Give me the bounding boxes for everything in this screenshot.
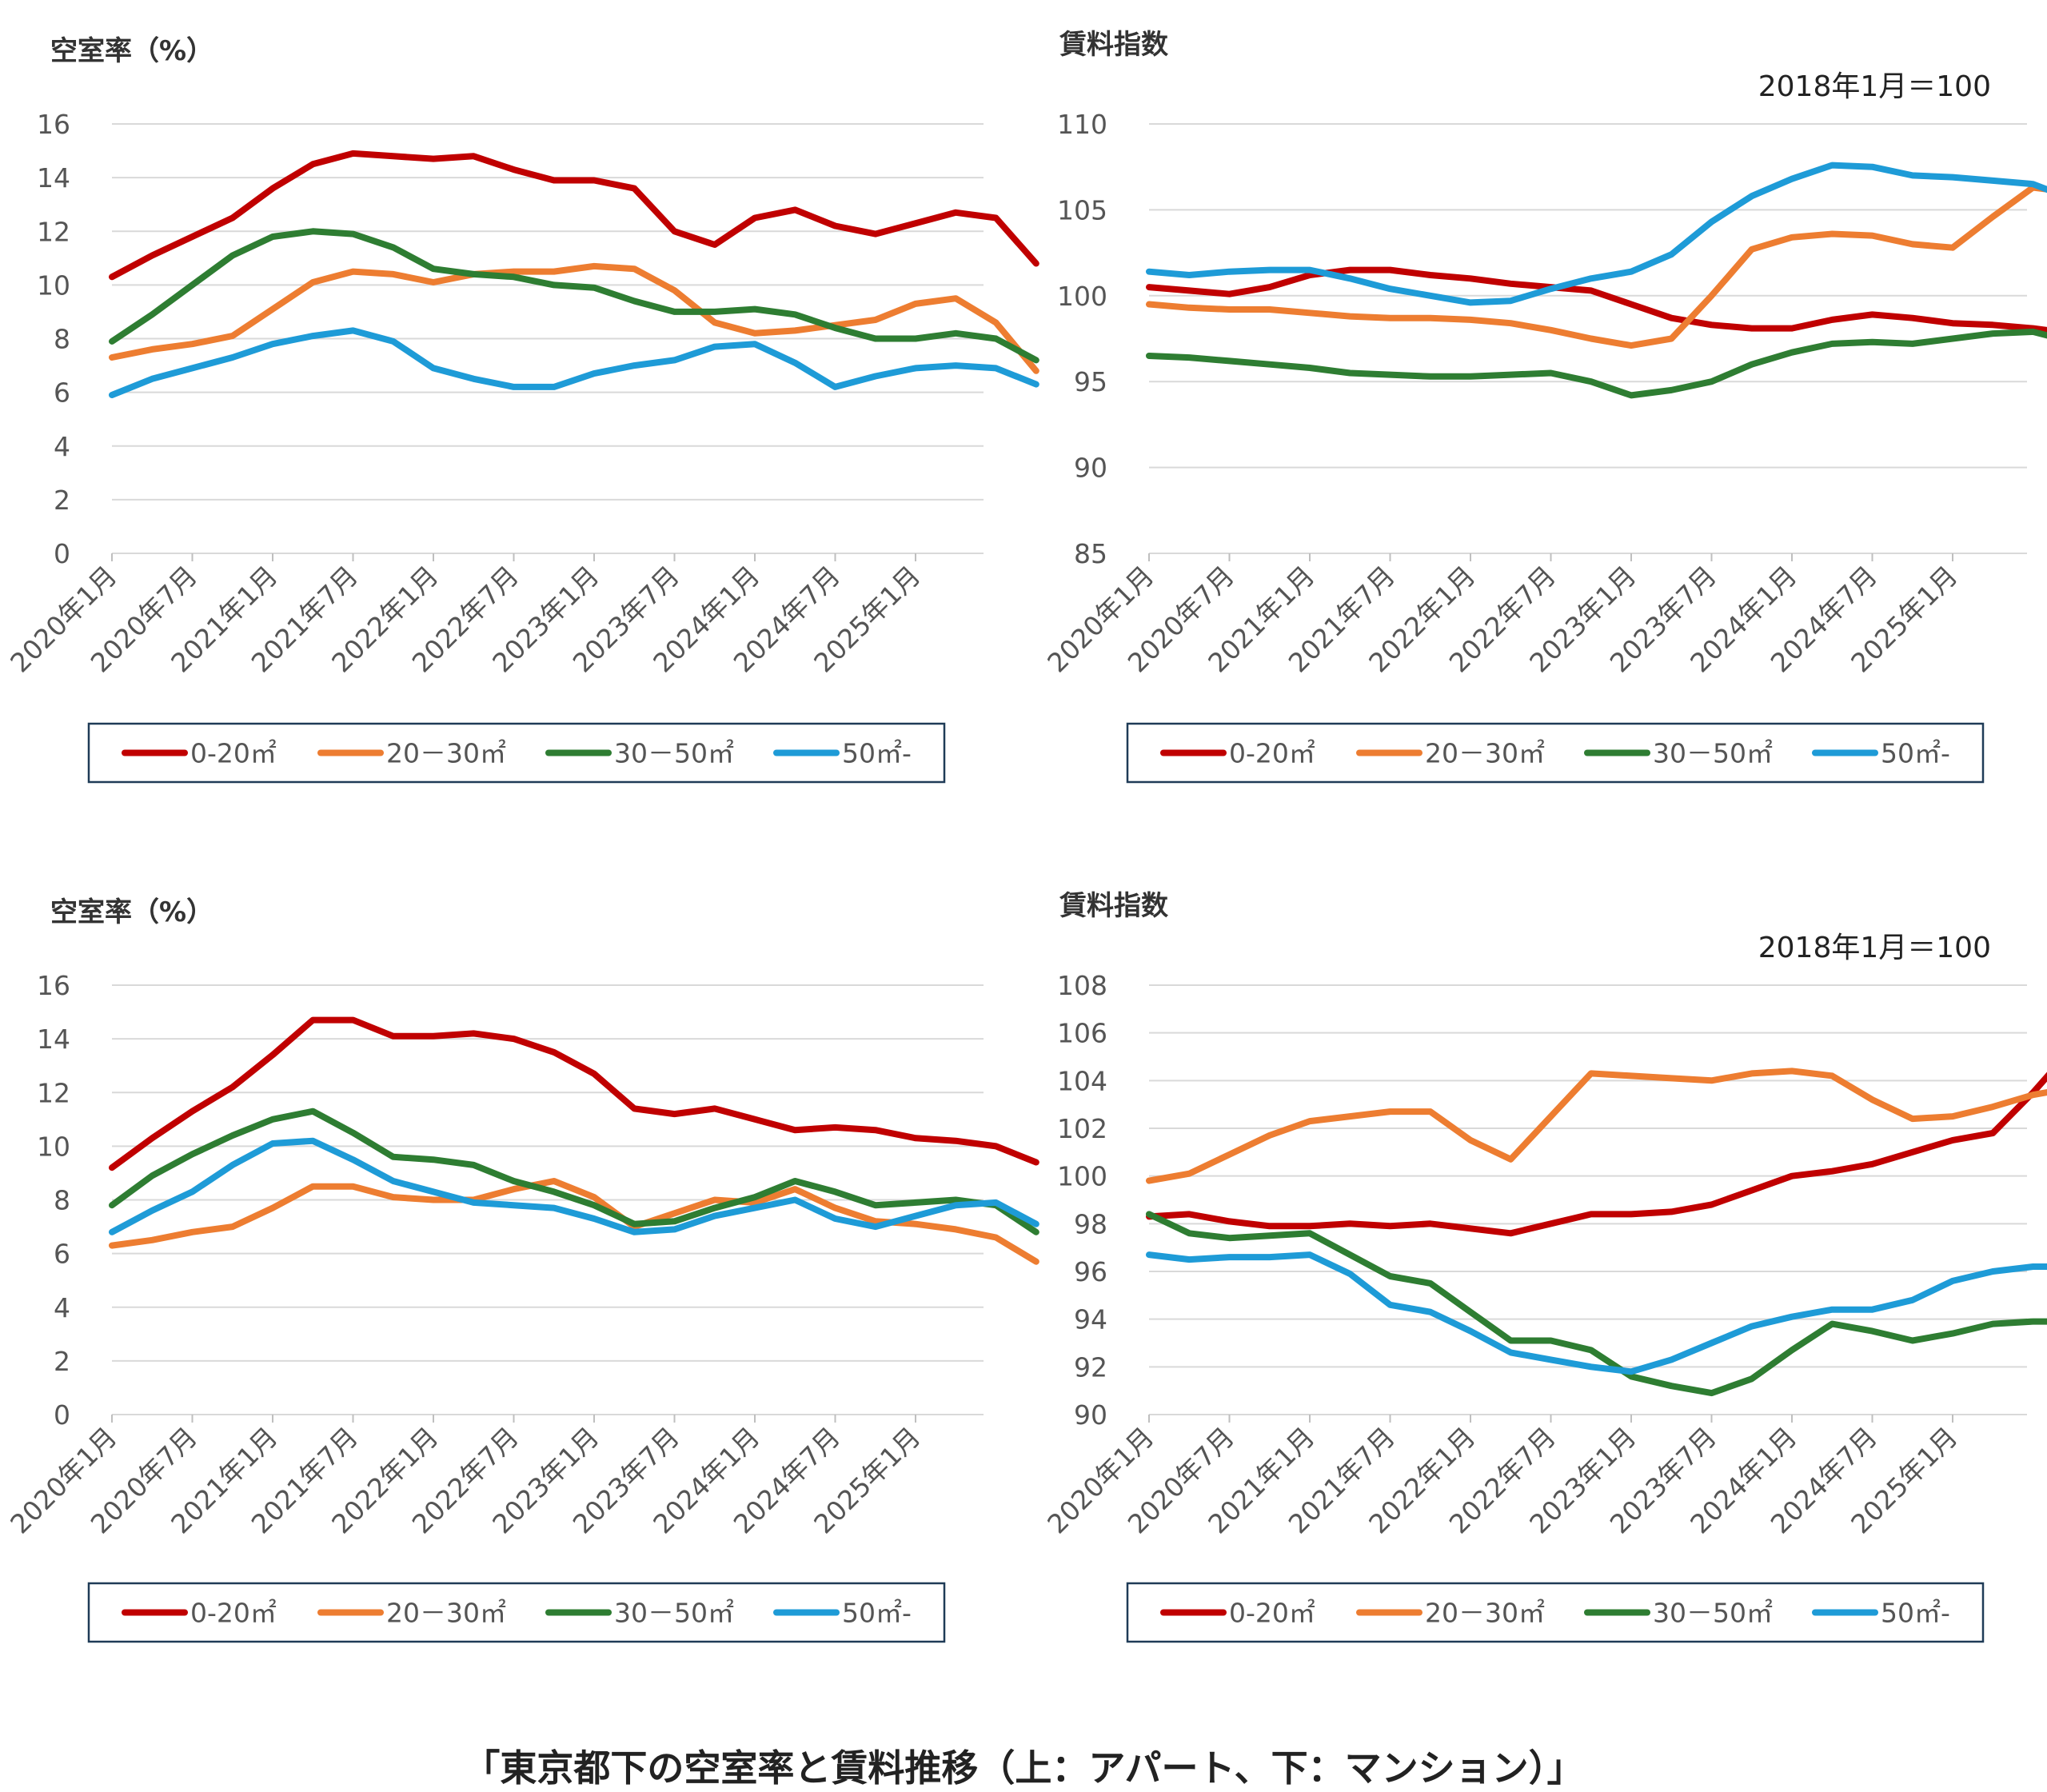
y-tick-label: 4 — [54, 431, 70, 462]
legend-label-30-50: 30－50㎡ — [614, 1598, 734, 1629]
series-line-30-50 — [109, 228, 1039, 364]
y-tick-label: 0 — [54, 1399, 70, 1431]
y-tick-label: 6 — [54, 377, 70, 409]
chart-title: 空室率（%） — [50, 35, 213, 67]
legend-label-50-plus: 50㎡- — [842, 738, 912, 769]
y-tick-label: 6 — [54, 1239, 70, 1270]
y-tick-label: 10 — [37, 269, 70, 301]
y-tick-label: 10 — [37, 1131, 70, 1162]
chart-legend: 0-20㎡ 20－30㎡ 30－50㎡ 50㎡- — [1126, 1582, 1985, 1643]
y-tick-label: 8 — [54, 1185, 70, 1216]
legend-label-0-20: 0-20㎡ — [1229, 738, 1315, 769]
chart-apartment-vacancy: 空室率（%）02468101214162020年1月2020年7月2021年1月… — [4, 35, 1039, 784]
y-tick-label: 100 — [1057, 1161, 1107, 1192]
chart-legend: 0-20㎡ 20－30㎡ 30－50㎡ 50㎡- — [87, 1582, 946, 1643]
legend-label-20-30: 20－30㎡ — [386, 1598, 506, 1629]
y-tick-label: 96 — [1074, 1256, 1107, 1287]
y-tick-label: 90 — [1074, 1399, 1107, 1431]
legend-label-30-50: 30－50㎡ — [1653, 1598, 1773, 1629]
legend-label-50-plus: 50㎡- — [1881, 1598, 1950, 1629]
legend-label-50-plus: 50㎡- — [842, 1598, 912, 1629]
series-line-30-50 — [1146, 328, 2047, 399]
y-tick-label: 0 — [54, 538, 70, 569]
y-tick-label: 2 — [54, 1346, 70, 1377]
y-tick-label: 108 — [1057, 970, 1107, 1001]
y-tick-label: 105 — [1057, 194, 1107, 225]
legend-label-0-20: 0-20㎡ — [190, 1598, 277, 1629]
y-tick-label: 14 — [37, 1024, 70, 1055]
legend-label-0-20: 0-20㎡ — [190, 738, 277, 769]
y-tick-label: 110 — [1057, 109, 1107, 140]
legend-label-50-plus: 50㎡- — [1881, 738, 1950, 769]
chart-legend: 0-20㎡ 20－30㎡ 30－50㎡ 50㎡- — [1126, 722, 1985, 784]
series-line-50-plus — [109, 327, 1039, 398]
y-tick-label: 104 — [1057, 1065, 1107, 1096]
y-tick-label: 12 — [37, 1077, 70, 1108]
chart-subtitle: 2018年1月＝100 — [1758, 70, 1991, 103]
y-tick-label: 94 — [1074, 1304, 1107, 1335]
series-line-0-20 — [1146, 1072, 2047, 1237]
chart-title: 空室率（%） — [50, 896, 213, 928]
series-line-50-plus — [109, 1137, 1039, 1235]
series-line-50-plus — [1146, 162, 2047, 306]
y-tick-label: 12 — [37, 216, 70, 247]
series-line-30-50 — [1146, 1211, 2047, 1397]
y-tick-label: 102 — [1057, 1113, 1107, 1144]
y-tick-label: 8 — [54, 324, 70, 355]
legend-box — [1126, 722, 1985, 784]
y-tick-label: 92 — [1074, 1351, 1107, 1383]
series-line-0-20 — [109, 1016, 1039, 1171]
y-tick-label: 16 — [37, 109, 70, 140]
figure-caption: 「東京都下の空室率と賃料推移（上：アパート、下：マンション）」 — [463, 1746, 1584, 1790]
y-tick-label: 95 — [1074, 366, 1107, 397]
y-tick-label: 2 — [54, 485, 70, 516]
legend-label-20-30: 20－30㎡ — [1425, 1598, 1545, 1629]
legend-label-20-30: 20－30㎡ — [1425, 738, 1545, 769]
chart-legend: 0-20㎡ 20－30㎡ 30－50㎡ 50㎡- — [87, 722, 946, 784]
series-line-50-plus — [1146, 1251, 2047, 1375]
chart-apartment-rent: 賃料指数2018年1月＝1008590951001051102020年1月202… — [1041, 29, 2047, 784]
chart-title: 賃料指数 — [1059, 890, 1168, 922]
chart-mansion-rent: 賃料指数 2018年1月＝100 90 92 94 96 98 100 102 104 106 108… — [1041, 890, 2047, 1643]
legend-label-30-50: 30－50㎡ — [614, 738, 734, 769]
y-tick-label: 100 — [1057, 281, 1107, 312]
chart-mansion-vacancy: 空室率（%）02468101214162020年1月2020年7月2021年1月… — [4, 896, 1039, 1643]
y-tick-label: 4 — [54, 1292, 70, 1323]
legend-label-0-20: 0-20㎡ — [1229, 1598, 1315, 1629]
y-tick-label: 85 — [1074, 538, 1107, 569]
y-tick-label: 16 — [37, 970, 70, 1001]
y-tick-label: 14 — [37, 162, 70, 194]
series-line-20-30 — [1146, 1068, 2047, 1184]
legend-label-30-50: 30－50㎡ — [1653, 738, 1773, 769]
series-line-20-30 — [1146, 184, 2047, 349]
y-tick-label: 90 — [1074, 453, 1107, 484]
chart-title: 賃料指数 — [1059, 29, 1168, 61]
legend-label-20-30: 20－30㎡ — [386, 738, 506, 769]
y-tick-label: 98 — [1074, 1208, 1107, 1239]
series-line-0-20 — [1146, 266, 2047, 333]
series-line-30-50 — [109, 1108, 1039, 1235]
series-line-20-30 — [109, 262, 1039, 374]
series-line-0-20 — [109, 150, 1039, 281]
chart-subtitle: 2018年1月＝100 — [1758, 932, 1991, 964]
y-tick-label: 106 — [1057, 1018, 1107, 1049]
